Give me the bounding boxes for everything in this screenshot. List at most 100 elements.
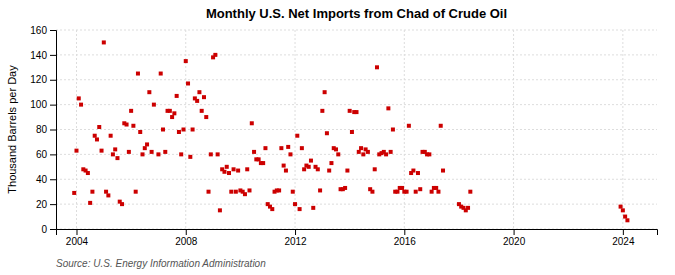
point [355,110,359,114]
y-axis-tick-label: 100 [30,99,47,110]
y-axis-tick: 160 [30,25,56,36]
point [320,109,324,113]
point [291,190,295,194]
point [391,128,395,132]
point [77,96,81,100]
y-axis-tick: 20 [36,199,56,210]
x-axis-tick-mark [404,229,405,235]
x-axis-tick-mark [295,229,296,235]
point [375,65,379,69]
point [263,146,267,150]
point [120,202,124,206]
point [172,111,176,115]
point [168,109,172,113]
y-axis-tick: 0 [41,224,56,235]
point [327,169,331,173]
point [197,90,201,94]
point [279,146,283,150]
point [207,190,211,194]
x-axis-tick: 2024 [612,229,635,247]
y-axis-tick-label: 160 [30,25,47,36]
point [106,193,110,197]
point [225,165,229,169]
point [295,134,299,138]
y-axis-tick: 120 [30,74,56,85]
point [136,72,140,76]
point [416,171,420,175]
point [619,205,623,209]
point [441,169,445,173]
point [311,206,315,210]
point [336,152,340,156]
point [436,190,440,194]
source-note: Source: U.S. Energy Information Administ… [56,258,266,269]
y-axis-tick: 40 [36,174,56,185]
point [286,145,290,149]
x-axis-tick-label: 2016 [394,236,417,247]
point [104,190,108,194]
x-axis-line [57,230,658,236]
point [348,109,352,113]
point [373,167,377,171]
y-axis-tick-label: 120 [30,74,47,85]
y-axis-tick: 80 [36,124,56,135]
x-axis-tick: 2004 [66,229,89,247]
point [191,128,195,132]
point [125,123,129,127]
x-axis-tick-mark [76,229,77,235]
point [389,150,393,154]
x-axis-tick-label: 2012 [284,236,307,247]
grid-line-y [56,30,657,31]
grid-line-y [56,129,657,130]
point [411,169,415,173]
x-axis-tick: 2008 [175,229,198,247]
grid [56,30,657,229]
point [247,188,251,192]
y-axis-tick-label: 60 [36,149,48,160]
point [204,115,208,119]
x-axis-tick: 2020 [503,229,526,247]
point [195,99,199,103]
y-axis-tick-mark [50,154,56,155]
grid-line-x [622,30,623,229]
point [109,134,113,138]
points [72,40,629,222]
point [159,72,163,76]
point [188,155,192,159]
point [384,152,388,156]
point [131,124,135,128]
grid-line-y [56,154,657,155]
point [468,190,472,194]
point [302,167,306,171]
point [88,201,92,205]
point [439,124,443,128]
point [284,169,288,173]
grid-line-x [513,30,514,229]
point [434,186,438,190]
y-axis: 020406080100120140160 [30,25,56,235]
grid-line-x [76,30,77,229]
grid-line-x [404,30,405,229]
point [307,165,311,169]
point [115,156,119,160]
point [181,128,185,132]
point [370,190,374,194]
point [316,167,320,171]
point [161,128,165,132]
point [334,147,338,151]
title: Monthly U.S. Net Imports from Chad of Cr… [206,6,507,21]
x-axis-tick-label: 2024 [612,236,635,247]
point [623,215,627,219]
point [113,147,117,151]
point [366,150,370,154]
point [100,149,104,153]
point [213,53,217,57]
point [143,146,147,150]
point [209,152,213,156]
point [202,95,206,99]
y-axis-tick-mark [50,105,56,106]
point [156,152,160,156]
grid-line-y [56,104,657,105]
grid-line-y [56,79,657,80]
point [72,191,76,195]
